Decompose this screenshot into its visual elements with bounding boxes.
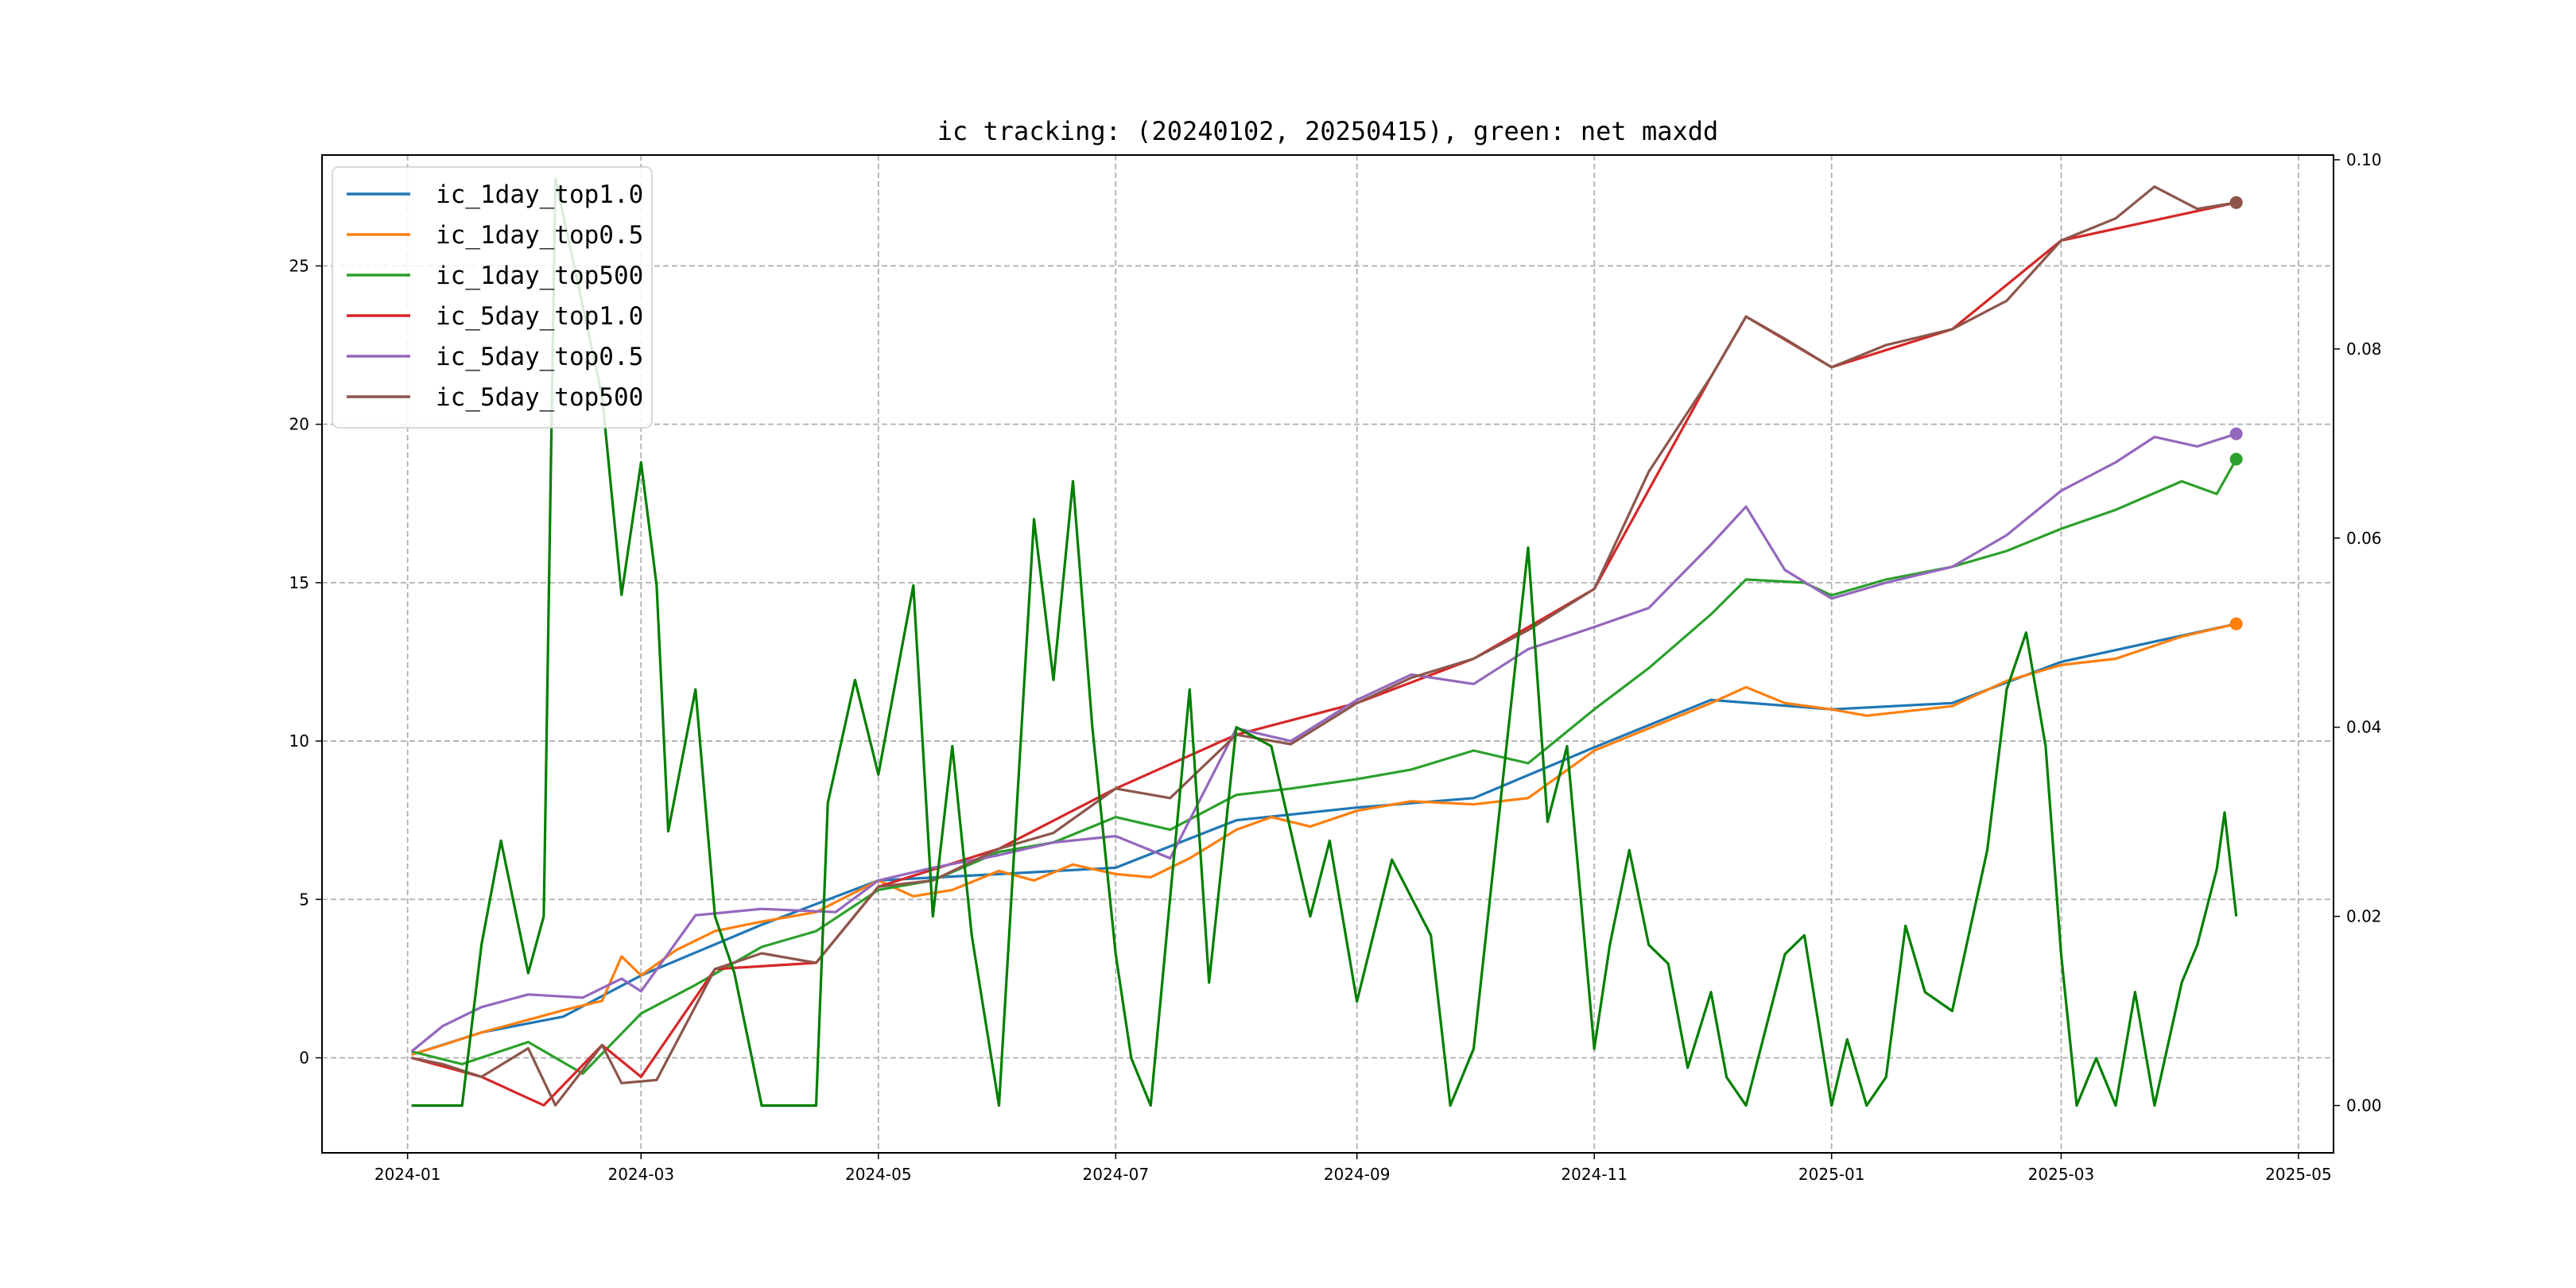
x-tick-label: 2024-09	[1324, 1165, 1391, 1184]
y-left-tick-label: 25	[289, 256, 309, 275]
series-line-6	[411, 185, 2237, 1107]
legend: ic_1day_top1.0 ic_1day_top0.5 ic_1day_top5…	[332, 166, 653, 429]
plot-frame	[321, 154, 2334, 1154]
series-line-2	[411, 623, 2237, 1057]
y-left-tick-label: 0	[299, 1048, 309, 1067]
y-axis-right: 0.00 0.02 0.04 0.06 0.08 0.10	[2334, 150, 2382, 1115]
series-line-5	[410, 433, 2237, 1053]
series-lines	[410, 177, 2243, 1108]
series-end-marker-3	[2229, 452, 2243, 466]
legend-label: ic_1day_top500	[436, 262, 643, 290]
series-line-1	[411, 623, 2237, 1057]
legend-label: ic_1day_top0.5	[436, 221, 643, 250]
x-tick-label: 2024-07	[1083, 1165, 1150, 1184]
legend-label: ic_1day_top1.0	[436, 180, 643, 209]
y-right-tick-label: 0.00	[2346, 1096, 2382, 1115]
series-end-marker-2	[2229, 617, 2243, 630]
x-tick-label: 2024-05	[845, 1165, 912, 1184]
legend-label: ic_5day_top0.5	[436, 343, 643, 371]
x-tick-label: 2024-03	[607, 1165, 674, 1184]
y-axis-left: 0 5 10 15 20 25	[289, 256, 322, 1067]
x-tick-label: 2025-01	[1798, 1165, 1865, 1184]
x-tick-label: 2025-03	[2028, 1165, 2095, 1184]
y-left-tick-label: 15	[289, 573, 309, 592]
x-axis: 2024-01 2024-03 2024-05 2024-07 2024-09 2024-…	[374, 1153, 2332, 1184]
y-right-tick-label: 0.08	[2346, 339, 2382, 359]
y-left-tick-label: 10	[289, 731, 309, 751]
series-end-marker-6	[2229, 196, 2243, 209]
y-right-tick-label: 0.06	[2346, 529, 2382, 548]
x-tick-label: 2024-11	[1561, 1165, 1627, 1184]
legend-label: ic_5day_top500	[436, 383, 643, 412]
series-end-marker-5	[2229, 427, 2243, 440]
y-left-tick-label: 20	[289, 415, 309, 434]
x-tick-label: 2025-05	[2265, 1165, 2332, 1184]
y-left-tick-label: 5	[299, 890, 309, 909]
chart-title: ic tracking: (20240102, 20250415), green…	[937, 116, 1719, 146]
y-right-tick-label: 0.02	[2346, 907, 2382, 926]
legend-label: ic_5day_top1.0	[436, 302, 643, 331]
y-right-tick-label: 0.04	[2346, 718, 2382, 737]
series-line-4	[411, 201, 2237, 1107]
legend-box	[332, 166, 653, 429]
x-tick-label: 2024-01	[374, 1165, 441, 1184]
series-line-7	[411, 177, 2238, 1108]
y-right-tick-label: 0.10	[2346, 150, 2382, 169]
series-line-3	[411, 458, 2238, 1076]
